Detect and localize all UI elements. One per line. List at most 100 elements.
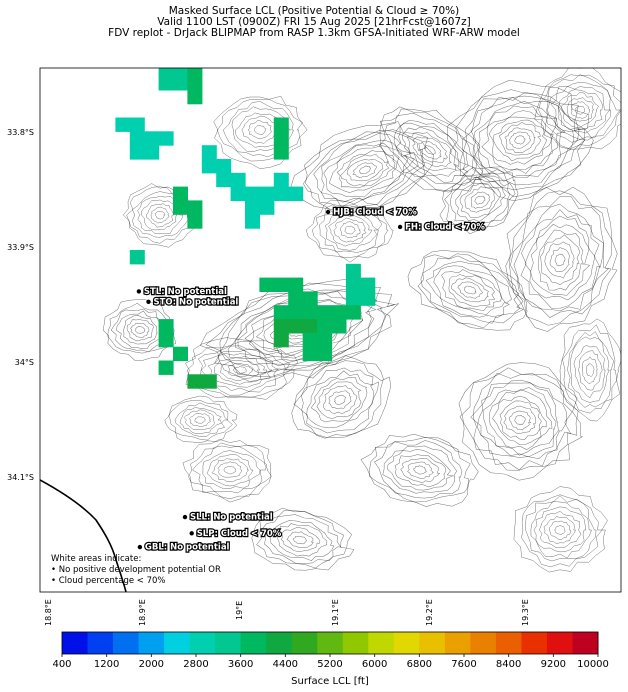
contour-line (544, 241, 575, 279)
contour-line (280, 526, 321, 552)
contour-line (395, 122, 466, 177)
contour-line (459, 367, 579, 471)
map-frame (39, 67, 622, 593)
lcl-cell (273, 277, 289, 292)
station-dot (189, 531, 194, 536)
contour-line (499, 400, 542, 441)
contour-line (513, 203, 604, 312)
colorbar-title: Surface LCL [ft] (291, 676, 369, 687)
contour-line (146, 203, 175, 228)
lcl-cell (115, 117, 131, 132)
station-dot (136, 289, 142, 294)
contour-line (457, 281, 484, 299)
contour-line (574, 105, 586, 115)
contour-line (130, 322, 150, 338)
contour-line (328, 145, 400, 193)
contour-line (379, 106, 491, 192)
lcl-cell (201, 374, 217, 389)
contour-line (150, 206, 170, 224)
station-label: STL: No potential (144, 287, 227, 297)
lon-label: 19°E (235, 600, 244, 620)
colorbar-swatch (62, 632, 89, 654)
lon-label: 19.3°E (521, 599, 530, 626)
contour-line (346, 159, 384, 182)
coastline (40, 479, 127, 592)
lcl-cell (273, 117, 289, 132)
contour-line (549, 247, 570, 272)
contour-line (448, 274, 496, 307)
lcl-cell (360, 277, 376, 292)
contour-line (530, 501, 592, 559)
contour-line (378, 108, 483, 193)
lcl-cell (245, 200, 260, 215)
lcl-cells (115, 68, 376, 389)
contour-line (407, 250, 528, 331)
lcl-cell (129, 131, 145, 146)
contour-line (340, 221, 361, 238)
contour-line (334, 394, 346, 406)
lcl-cell (302, 291, 318, 306)
contour-line (220, 359, 261, 381)
colorbar-swatch (368, 632, 395, 654)
lcl-cell (187, 374, 203, 389)
station-label: GBL: No potential (145, 543, 230, 553)
contour-line (508, 410, 532, 431)
contour-line (521, 494, 603, 568)
contour-line (123, 315, 158, 345)
contour-line (459, 182, 501, 219)
contour-line (235, 112, 285, 148)
contour-line (439, 167, 519, 235)
colorbar-tick-label: 3600 (227, 659, 254, 670)
contour-line (393, 120, 469, 184)
lcl-cell (302, 332, 318, 348)
lcl-cell (158, 76, 174, 91)
legend-note-line-3: • Cloud percentage < 70% (51, 576, 166, 586)
station-label: STO: No potential (154, 297, 239, 307)
legend-note-line-1: White areas indicate: (51, 554, 142, 564)
contour-line (441, 269, 502, 311)
contour-line (303, 130, 426, 210)
contour-line (458, 362, 584, 481)
colorbar-tick-label: 9200 (540, 659, 567, 670)
contour-line (514, 414, 526, 426)
lcl-cell (144, 145, 160, 160)
lcl-cell (187, 214, 203, 229)
lcl-cell (230, 172, 246, 188)
lcl-cell (345, 291, 361, 306)
contour-line (241, 115, 279, 144)
contour-line (451, 277, 489, 303)
contour-line (233, 366, 247, 374)
contour-line (182, 439, 272, 503)
contour-line (505, 190, 613, 326)
contour-line (566, 97, 595, 122)
contour-line (179, 407, 222, 435)
lcl-cell (158, 319, 174, 334)
station-label: SLL: No potential (190, 513, 273, 523)
contour-line (382, 445, 457, 494)
contour-line (474, 195, 486, 205)
colorbar-swatch (470, 632, 497, 654)
contour-line (524, 215, 596, 301)
contour-line (470, 382, 568, 459)
colorbar (61, 631, 599, 657)
lcl-cell (302, 346, 318, 362)
contour-line (217, 461, 242, 478)
contour-line (510, 196, 610, 318)
lcl-cell (273, 145, 289, 160)
lcl-cell (317, 305, 333, 320)
colorbar-tick-label: 400 (52, 659, 72, 670)
lcl-cell (173, 68, 188, 77)
station-markers: HJB: Cloud < 70% FH: Cloud < 70% STL: No p… (136, 206, 487, 554)
lon-label: 19.1°E (331, 599, 340, 626)
colorbar-tick-label: 5200 (317, 659, 343, 670)
contour-line (573, 345, 606, 399)
contour-line (197, 345, 287, 396)
colorbar-tick-label: 2000 (138, 659, 165, 670)
lcl-cell (173, 346, 188, 362)
lcl-cell (201, 159, 217, 174)
lcl-cell (158, 68, 174, 77)
contour-line (305, 197, 394, 263)
contour-line (194, 416, 206, 424)
station-dot (325, 209, 331, 215)
contour-line (489, 389, 553, 450)
